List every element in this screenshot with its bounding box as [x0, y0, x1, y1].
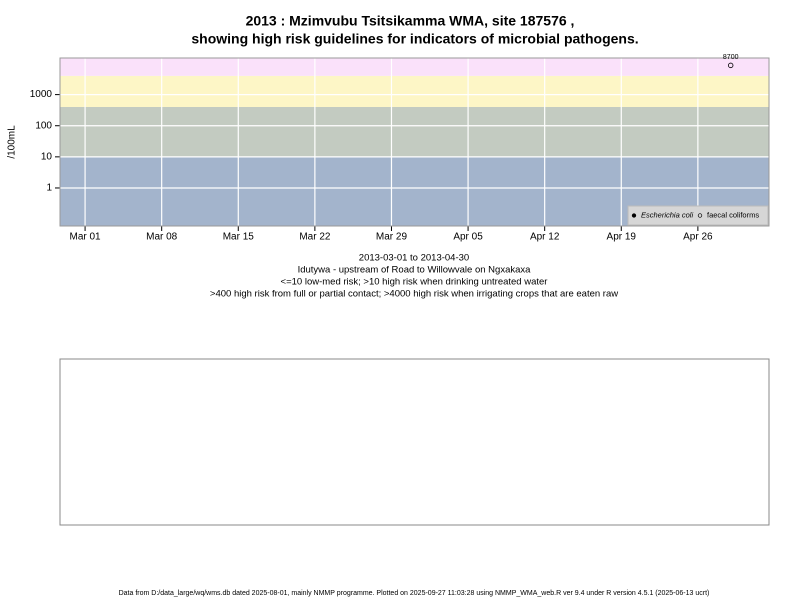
y-axis-label: /100mL	[7, 125, 18, 159]
chart-title: showing high risk guidelines for indicat…	[191, 31, 638, 47]
legend-label: faecal coliforms	[707, 210, 759, 219]
chart-title: 2013 : Mzimvubu Tsitsikamma WMA, site 18…	[246, 13, 575, 29]
x-tick-label: Mar 01	[70, 232, 102, 243]
legend-marker	[631, 213, 637, 218]
empty-panel	[59, 358, 770, 526]
footer: Data from D:/data_large/wq/wms.db dated …	[119, 590, 710, 597]
y-tick-label: 1	[46, 183, 52, 194]
y-tick-label: 1000	[30, 89, 53, 100]
risk-band	[60, 106, 769, 157]
risk-band	[60, 75, 769, 107]
data-point	[728, 62, 734, 69]
x-tick-label: Apr 05	[453, 232, 483, 243]
plot-frame	[59, 57, 770, 227]
note: Idutywa - upstream of Road to Willowvale…	[298, 265, 532, 276]
legend-label: Escherichia coli	[641, 210, 693, 219]
x-tick-label: Mar 29	[376, 232, 408, 243]
x-tick-label: Mar 22	[299, 232, 331, 243]
data-label: 8700	[723, 54, 739, 61]
x-tick-label: Apr 19	[607, 232, 637, 243]
y-tick-label: 100	[35, 120, 52, 131]
x-tick-label: Apr 12	[530, 232, 560, 243]
legend-marker	[697, 213, 703, 218]
x-tick-label: Mar 08	[146, 232, 178, 243]
x-tick-label: Apr 26	[683, 232, 713, 243]
x-tick-label: Mar 15	[223, 232, 255, 243]
y-tick-label: 10	[41, 151, 53, 162]
note: >400 high risk from full or partial cont…	[210, 289, 618, 300]
note: 2013-03-01 to 2013-04-30	[359, 253, 469, 264]
risk-band	[60, 58, 769, 76]
note: <=10 low-med risk; >10 high risk when dr…	[281, 277, 548, 288]
